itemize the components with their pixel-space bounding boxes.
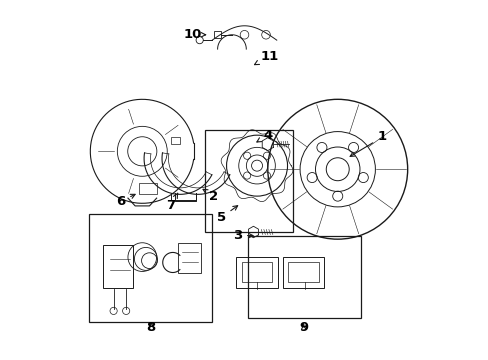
Text: 5: 5: [216, 206, 237, 224]
Text: 8: 8: [146, 320, 156, 333]
Bar: [88, 214, 212, 321]
Text: 11: 11: [254, 50, 278, 65]
Bar: [171, 137, 180, 144]
Bar: [288, 262, 318, 282]
Bar: [236, 257, 277, 288]
Bar: [247, 235, 360, 318]
Bar: [214, 31, 221, 39]
Text: 7: 7: [166, 193, 178, 212]
Text: 4: 4: [256, 129, 272, 142]
Bar: [283, 257, 324, 288]
Bar: [178, 243, 201, 273]
Text: 3: 3: [232, 229, 252, 242]
Text: 2: 2: [203, 189, 218, 203]
Bar: [139, 183, 156, 194]
Text: 10: 10: [183, 28, 205, 41]
Text: 9: 9: [299, 320, 307, 333]
Bar: [102, 244, 133, 288]
Text: 1: 1: [349, 130, 386, 156]
Bar: [204, 130, 292, 232]
Bar: [241, 262, 272, 282]
Text: 6: 6: [116, 194, 135, 208]
